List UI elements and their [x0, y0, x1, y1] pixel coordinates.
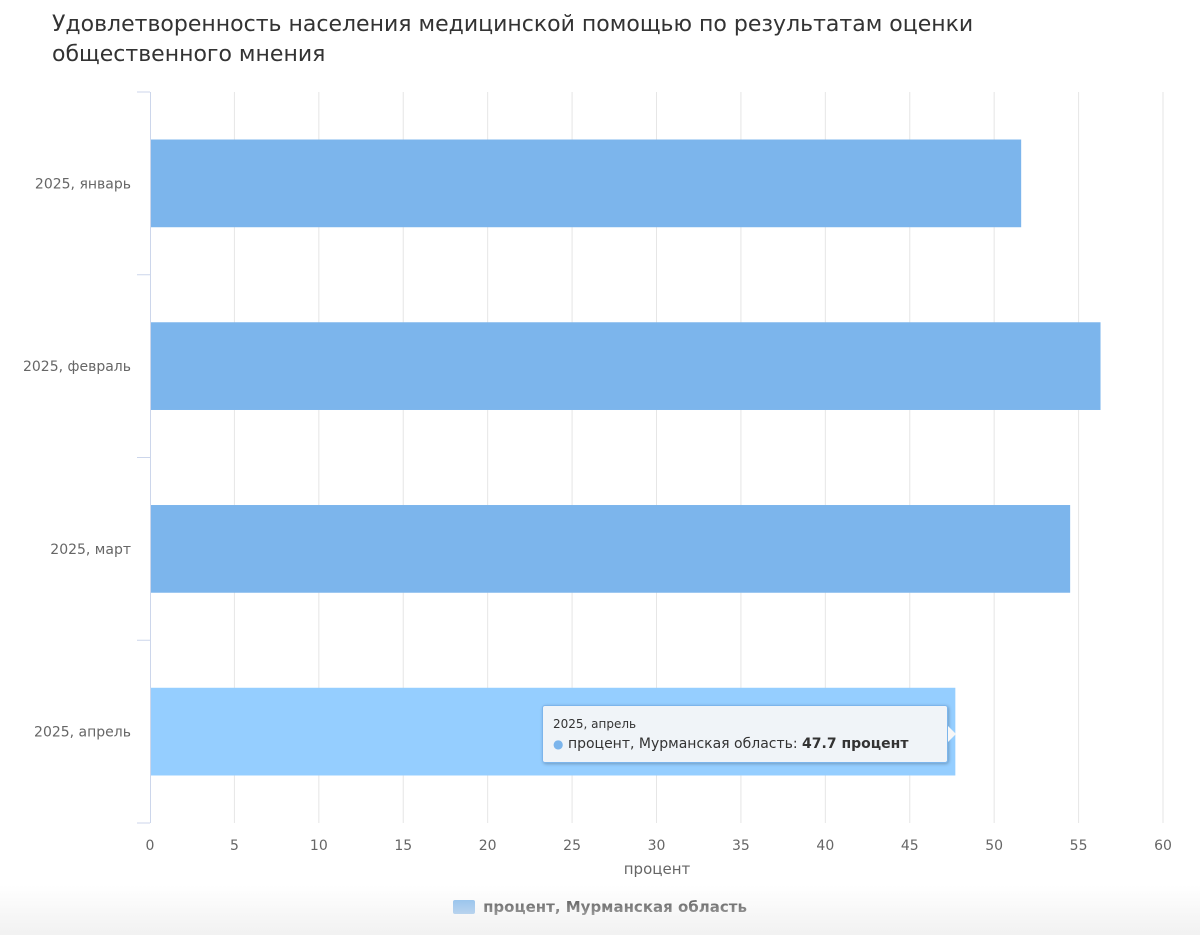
legend-label: процент, Мурманская область [483, 898, 747, 916]
x-axis-title: процент [624, 860, 691, 878]
x-tick-label: 20 [479, 838, 497, 854]
y-tick-label: 2025, март [50, 542, 131, 558]
legend-item[interactable]: процент, Мурманская область [453, 898, 747, 916]
x-tick-label: 60 [1154, 838, 1172, 854]
tooltip-series-label: процент, Мурманская область: [567, 736, 803, 752]
y-tick-label: 2025, февраль [23, 359, 131, 375]
x-tick-label: 5 [230, 838, 239, 854]
tooltip: 2025, апрель ● процент, Мурманская облас… [542, 705, 956, 763]
chart-title: Удовлетворенность населения медицинской … [52, 12, 974, 67]
x-tick-label: 40 [816, 838, 834, 854]
x-tick-label: 0 [146, 838, 155, 854]
axes: 0 5 10 15 20 25 30 35 40 45 50 55 60 2025, январь 2025… [23, 91, 1172, 854]
x-tick-label: 15 [394, 838, 412, 854]
legend: процент, Мурманская область [0, 898, 1200, 918]
bars [151, 139, 1101, 776]
tooltip-series-dot-icon: ● [553, 737, 564, 751]
tooltip-header: 2025, апрель [553, 717, 637, 731]
bar[interactable] [151, 505, 1071, 593]
x-tick-label: 55 [1070, 838, 1088, 854]
x-tick-label: 30 [648, 838, 666, 854]
x-tick-label: 25 [563, 838, 581, 854]
tooltip-line: ● процент, Мурманская область: 47.7 проц… [553, 734, 937, 754]
legend-swatch-icon [453, 900, 476, 914]
x-tick-label: 35 [732, 838, 750, 854]
x-tick-label: 45 [901, 838, 919, 854]
x-tick-label: 50 [985, 838, 1003, 854]
x-tick-label: 10 [310, 838, 328, 854]
bar[interactable] [151, 139, 1022, 228]
y-tick-label: 2025, апрель [34, 725, 131, 741]
bar[interactable] [151, 322, 1101, 410]
y-tick-label: 2025, январь [35, 176, 131, 192]
tooltip-value: 47.7 процент [802, 736, 909, 752]
